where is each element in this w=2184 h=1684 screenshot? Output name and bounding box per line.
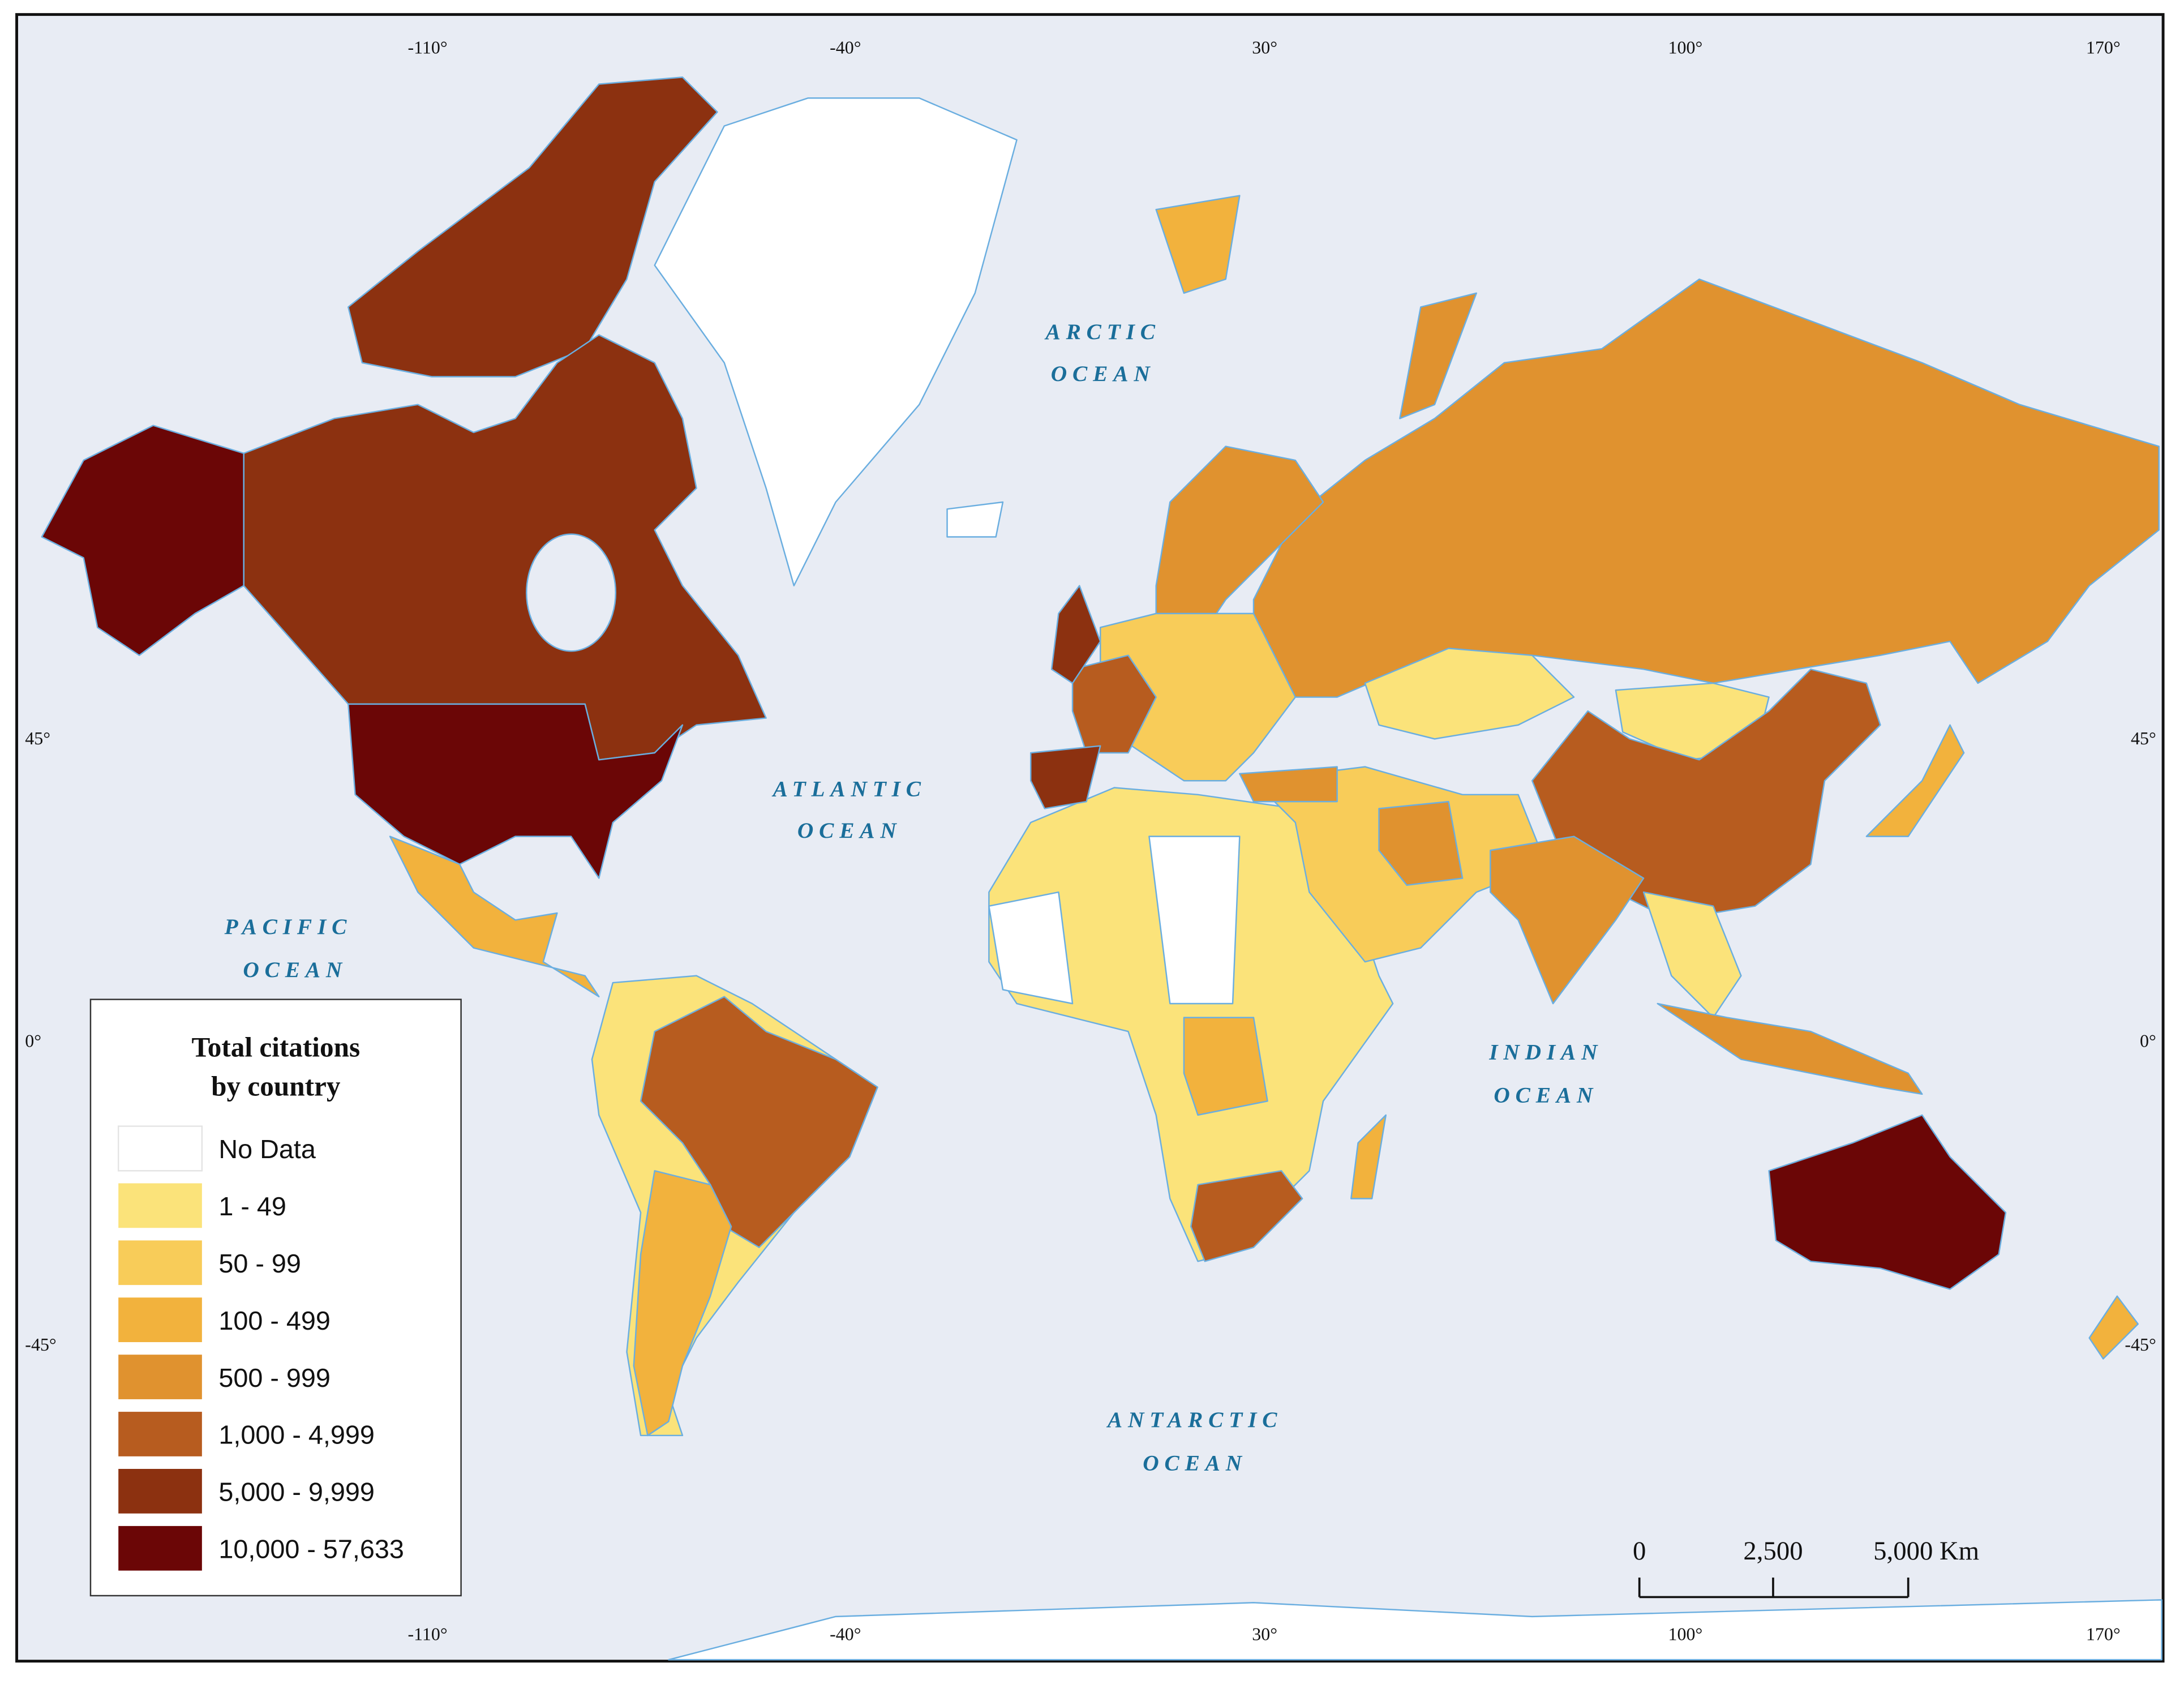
legend-label: 100 - 499 bbox=[218, 1306, 331, 1335]
latitude-label: 0° bbox=[2140, 1030, 2156, 1051]
latitude-label: -45° bbox=[2125, 1334, 2156, 1355]
legend-swatch bbox=[118, 1526, 202, 1571]
longitude-label: 100° bbox=[1668, 37, 1703, 58]
longitude-label: 100° bbox=[1668, 1624, 1703, 1644]
ocean-label: PACIFIC bbox=[224, 914, 353, 939]
legend-label: 1,000 - 4,999 bbox=[218, 1420, 375, 1450]
ocean-label: ARCTIC bbox=[1044, 319, 1160, 344]
hudson-bay bbox=[526, 533, 617, 652]
ocean-label: OCEAN bbox=[797, 818, 902, 843]
scale-bar bbox=[1638, 1577, 1910, 1599]
longitude-label: 170° bbox=[2086, 1624, 2121, 1644]
iceland bbox=[946, 501, 1004, 538]
legend-label: 10,000 - 57,633 bbox=[218, 1535, 404, 1564]
scale-label: 0 bbox=[1633, 1536, 1646, 1566]
mexico bbox=[389, 835, 600, 997]
legend-label: 50 - 99 bbox=[218, 1249, 301, 1278]
antarctica bbox=[668, 1599, 2162, 1661]
legend-label: 5,000 - 9,999 bbox=[218, 1477, 375, 1507]
legend-swatch bbox=[118, 1468, 202, 1514]
greenland bbox=[654, 97, 1018, 586]
west-africa-no-data bbox=[988, 891, 1074, 1005]
sahel-no-data bbox=[1148, 835, 1241, 1005]
ocean-label: INDIAN bbox=[1488, 1039, 1603, 1064]
legend-swatch bbox=[117, 1125, 203, 1172]
legend-swatch bbox=[118, 1355, 202, 1399]
france bbox=[1071, 654, 1157, 754]
iran bbox=[1378, 800, 1464, 886]
india bbox=[1490, 835, 1645, 1005]
uk bbox=[1050, 585, 1101, 684]
longitude-label: 30° bbox=[1252, 37, 1277, 58]
legend-swatch bbox=[118, 1183, 202, 1228]
canada-islands bbox=[347, 76, 718, 378]
latitude-label: 45° bbox=[25, 728, 50, 748]
legend-swatch bbox=[118, 1297, 202, 1343]
south-africa bbox=[1190, 1170, 1303, 1262]
scale-label: 2,500 bbox=[1743, 1536, 1803, 1566]
latitude-label: -45° bbox=[25, 1334, 56, 1355]
legend-title: Total citations bbox=[191, 1032, 360, 1063]
australia bbox=[1768, 1114, 2007, 1290]
dr-congo bbox=[1183, 1017, 1268, 1116]
ocean-label: ANTARCTIC bbox=[1106, 1407, 1283, 1432]
latitude-label: 0° bbox=[25, 1030, 41, 1051]
legend-label: 500 - 999 bbox=[218, 1363, 331, 1392]
scale-label: 5,000 Km bbox=[1873, 1536, 1979, 1566]
ocean-label: OCEAN bbox=[1143, 1450, 1247, 1475]
ocean-label: ATLANTIC bbox=[771, 776, 926, 801]
ocean-label: OCEAN bbox=[1051, 361, 1156, 386]
longitude-label: -40° bbox=[830, 37, 861, 58]
legend-label: 1 - 49 bbox=[218, 1192, 286, 1221]
brazil bbox=[640, 996, 878, 1248]
china bbox=[1531, 669, 1881, 921]
argentina bbox=[633, 1170, 732, 1437]
svalbard bbox=[1155, 195, 1241, 294]
longitude-label: 170° bbox=[2086, 37, 2121, 58]
turkey bbox=[1239, 766, 1338, 803]
latitude-label: 45° bbox=[2131, 728, 2156, 748]
spain bbox=[1029, 745, 1101, 809]
new-zealand bbox=[2088, 1295, 2139, 1360]
longitude-label: -110° bbox=[407, 37, 447, 58]
ocean-label: OCEAN bbox=[1494, 1083, 1598, 1108]
kazakhstan bbox=[1364, 648, 1575, 740]
alaska bbox=[41, 425, 244, 656]
legend-swatch bbox=[118, 1412, 202, 1456]
legend-label: No Data bbox=[218, 1134, 316, 1164]
land-layer bbox=[41, 76, 2162, 1661]
novaya-zemlya bbox=[1399, 292, 1477, 419]
longitude-label: -110° bbox=[407, 1624, 447, 1644]
longitude-label: 30° bbox=[1252, 1624, 1277, 1644]
legend-items: No Data 1 - 49 50 - 99 100 - 499 500 - 999 1,… bbox=[117, 1125, 404, 1571]
usa bbox=[347, 703, 684, 879]
graticule-labels: -110° -110° -40° -40° 30° 30° 100° 100° 170° 170°… bbox=[25, 37, 2156, 1644]
japan bbox=[1865, 724, 1965, 837]
madagascar bbox=[1350, 1114, 1387, 1199]
longitude-label: -40° bbox=[830, 1624, 861, 1644]
southeast-asia bbox=[1642, 891, 1742, 1018]
legend-title: by country bbox=[211, 1070, 341, 1102]
indonesia bbox=[1657, 1002, 1923, 1095]
legend-swatch bbox=[118, 1240, 202, 1286]
ocean-label: OCEAN bbox=[243, 957, 347, 982]
